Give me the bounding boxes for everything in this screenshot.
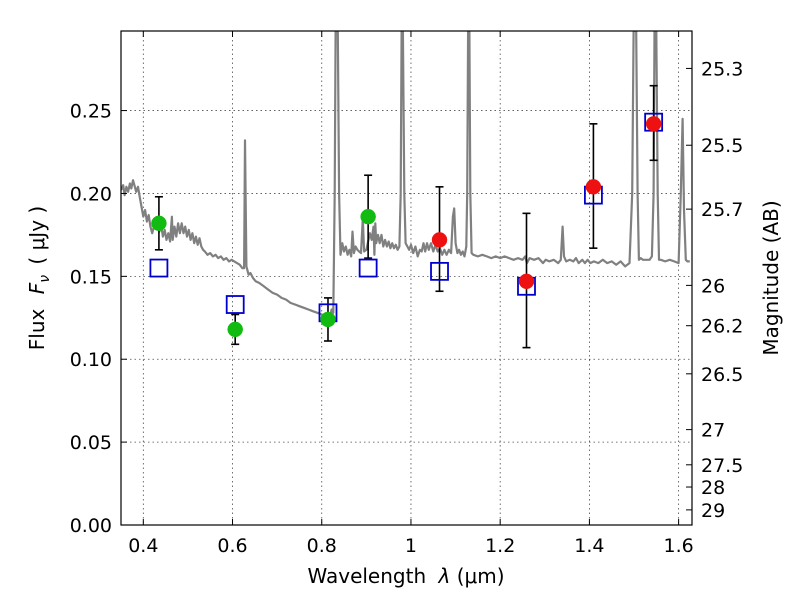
model-squares [149, 112, 664, 323]
model-square-marker [430, 261, 449, 281]
y-tick-label: 0.05 [70, 432, 112, 454]
tick-labels: 0.4 0.6 0.8 1 1.2 1.4 1.6 0.00 0.05 0.10 0.15 0.20 0… [70, 58, 744, 557]
spectrum-line [121, 31, 690, 319]
error-bars [154, 84, 658, 349]
x-tick-label: 1.4 [574, 535, 604, 557]
model-square-marker [358, 258, 378, 278]
x-tick-label: 1.2 [485, 535, 515, 557]
y-axis-label: Flux Fν ( μJy ) [25, 206, 54, 350]
y2-tick-label: 29 [701, 500, 725, 522]
x-tick-label: 0.8 [307, 535, 337, 557]
plot-frame [120, 30, 693, 526]
x-tick-label: 0.6 [217, 535, 247, 557]
red-observed-marker [645, 116, 662, 132]
x-tick-label: 1.6 [664, 535, 694, 557]
y2-tick-label: 26.2 [701, 316, 743, 338]
green-observed-marker [320, 311, 336, 328]
model-spectrum [121, 31, 690, 319]
y-tick-label: 0.25 [70, 101, 112, 123]
y2-tick-label: 27.5 [701, 455, 743, 477]
x-tick-label: 1 [405, 535, 417, 557]
green-observed-marker [151, 215, 167, 232]
y2-axis-label: Magnitude (AB) [759, 200, 783, 355]
x-tick-label: 0.4 [128, 535, 158, 557]
red-observed-marker [431, 232, 448, 248]
y-tick-label: 0.00 [70, 515, 112, 537]
y2-tick-label: 25.7 [701, 199, 743, 221]
y2-tick-label: 28 [701, 477, 725, 499]
red-observed-marker [518, 273, 535, 290]
y2-tick-label: 25.5 [701, 135, 743, 157]
model-square-marker [149, 258, 169, 278]
red-observed-marker [585, 179, 602, 195]
green-observed-marker [227, 321, 243, 338]
x-axis-label: Wavelength λ (μm) [307, 564, 504, 588]
y2-tick-label: 25.3 [701, 58, 743, 80]
y2-tick-label: 27 [701, 420, 725, 442]
y2-tick-label: 26 [701, 275, 725, 297]
axis-ticks [121, 31, 692, 526]
y-tick-label: 0.15 [70, 266, 112, 288]
y2-tick-label: 26.5 [701, 364, 743, 386]
model-square-marker [225, 295, 245, 314]
green-observed-marker [360, 208, 376, 225]
y-tick-label: 0.10 [70, 349, 112, 371]
y-tick-label: 0.20 [70, 183, 112, 205]
observed-points [151, 116, 662, 338]
